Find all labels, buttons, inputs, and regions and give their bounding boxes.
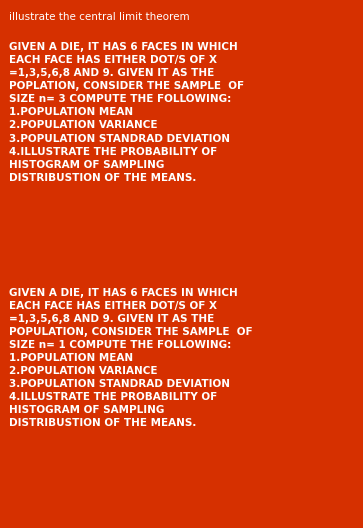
- Text: illustrate the central limit theorem: illustrate the central limit theorem: [9, 12, 190, 22]
- Text: GIVEN A DIE, IT HAS 6 FACES IN WHICH
EACH FACE HAS EITHER DOT/S OF X
=1,3,5,6,8 : GIVEN A DIE, IT HAS 6 FACES IN WHICH EAC…: [9, 288, 253, 428]
- Text: GIVEN A DIE, IT HAS 6 FACES IN WHICH
EACH FACE HAS EITHER DOT/S OF X
=1,3,5,6,8 : GIVEN A DIE, IT HAS 6 FACES IN WHICH EAC…: [9, 42, 244, 183]
